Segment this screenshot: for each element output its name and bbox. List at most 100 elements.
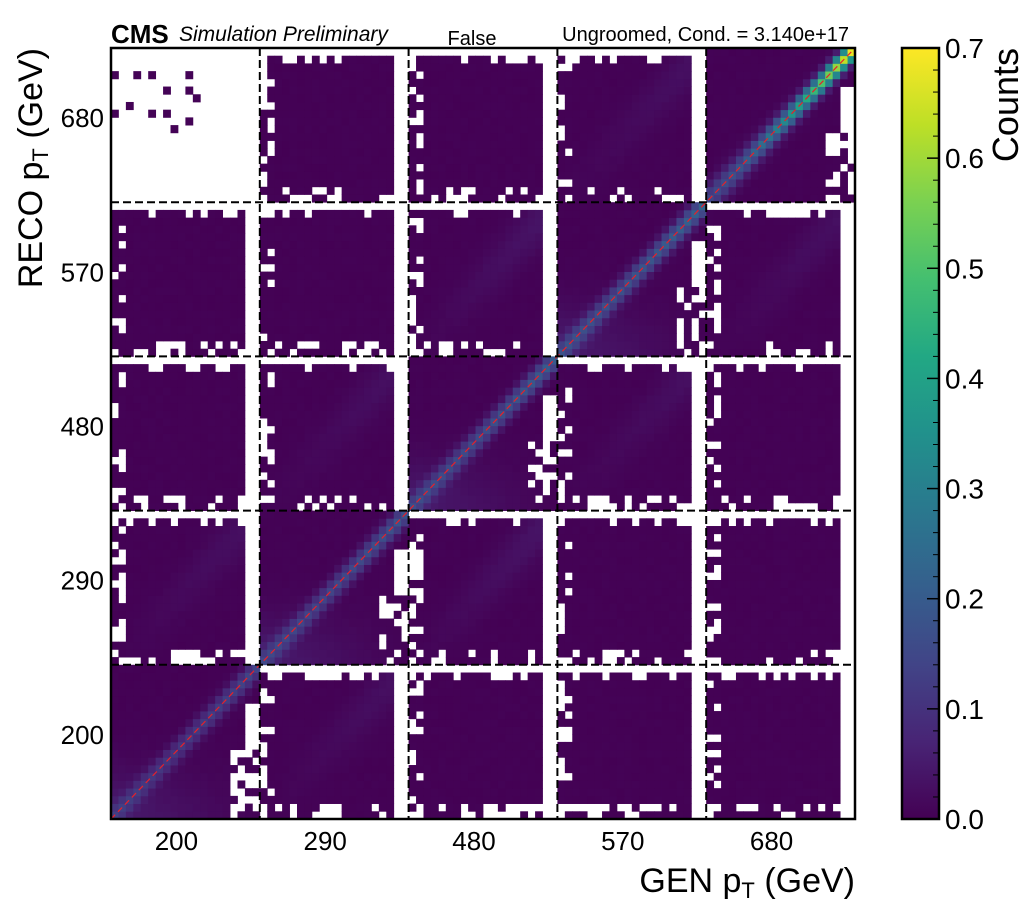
heatmap-cell [319, 287, 328, 296]
heatmap-cell [371, 741, 380, 751]
heatmap-cell [341, 71, 350, 80]
heatmap-cell [282, 425, 290, 434]
heatmap-cell [326, 132, 335, 141]
heatmap-cell [148, 772, 157, 781]
heatmap-cell [237, 333, 246, 342]
heatmap-cell [453, 140, 462, 149]
heatmap-cell [311, 579, 320, 589]
heatmap-cell [363, 495, 372, 504]
heatmap-cell [185, 664, 194, 673]
heatmap-cell [438, 294, 447, 303]
heatmap-cell [163, 425, 171, 434]
heatmap-cell [356, 456, 365, 465]
heatmap-cell [527, 279, 536, 288]
heatmap-cell [616, 718, 625, 727]
heatmap-cell [155, 317, 164, 326]
heatmap-cell [416, 333, 424, 342]
heatmap-cell [177, 526, 186, 535]
heatmap-cell [237, 379, 246, 388]
heatmap-cell [163, 711, 171, 720]
heatmap-cell [177, 456, 186, 465]
heatmap-cell [163, 749, 171, 758]
heatmap-cell [170, 703, 179, 712]
heatmap-cell [118, 757, 127, 766]
heatmap-cell [520, 518, 529, 527]
heatmap-cell [304, 394, 313, 404]
heatmap-cell [177, 464, 186, 473]
heatmap-cell [460, 63, 469, 72]
heatmap-cell [512, 549, 521, 558]
heatmap-cell [430, 317, 439, 326]
heatmap-cell [520, 279, 529, 288]
heatmap-cell [289, 618, 298, 627]
heatmap-cell [163, 672, 171, 681]
heatmap-cell [535, 63, 543, 72]
heatmap-cell [237, 209, 246, 219]
heatmap-cell [520, 155, 529, 165]
heatmap-cell [326, 317, 335, 326]
heatmap-cell [527, 541, 536, 550]
heatmap-cell [587, 757, 595, 766]
heatmap-cell [297, 587, 305, 596]
heatmap-cell [170, 448, 179, 458]
heatmap-cell [326, 780, 335, 789]
heatmap-cell [549, 371, 558, 380]
heatmap-cell [215, 379, 223, 388]
heatmap-cell [512, 364, 521, 373]
heatmap-cell [683, 741, 692, 751]
heatmap-cell [170, 595, 179, 604]
heatmap-cell [483, 533, 491, 542]
heatmap-cell [520, 402, 529, 411]
heatmap-cell [438, 394, 447, 404]
heatmap-cell [527, 734, 536, 743]
heatmap-cell [237, 410, 246, 419]
heatmap-cell [215, 371, 223, 380]
heatmap-cell [297, 394, 305, 404]
heatmap-cell [445, 325, 454, 334]
heatmap-cell [230, 741, 238, 751]
heatmap-cell [468, 472, 476, 481]
heatmap-cell [230, 711, 238, 720]
heatmap-cell [207, 587, 216, 596]
heatmap-cell [349, 55, 357, 64]
heatmap-cell [572, 711, 581, 720]
heatmap-cell [222, 633, 231, 643]
heatmap-cell [326, 71, 335, 80]
heatmap-cell [527, 302, 536, 311]
heatmap-cell [401, 641, 409, 650]
heatmap-cell [609, 757, 618, 766]
heatmap-cell [483, 549, 491, 558]
heatmap-cell [148, 279, 157, 288]
heatmap-cell [341, 610, 350, 619]
heatmap-cell [297, 495, 305, 504]
heatmap-cell [125, 310, 134, 319]
heatmap-cell [512, 633, 521, 643]
heatmap-cell [334, 757, 343, 766]
heatmap-cell [430, 680, 439, 689]
heatmap-cell [140, 209, 149, 219]
heatmap-cell [215, 387, 223, 396]
heatmap-cell [549, 495, 558, 504]
heatmap-cell [579, 703, 588, 712]
heatmap-cell [460, 618, 469, 627]
heatmap-cell [602, 633, 610, 643]
heatmap-cell [453, 86, 462, 95]
heatmap-cell [349, 302, 357, 311]
heatmap-cell [215, 271, 223, 280]
heatmap-cell [133, 572, 142, 581]
heatmap-cell [111, 240, 119, 249]
heatmap-cell [222, 333, 231, 342]
heatmap-cell [594, 749, 603, 758]
heatmap-cell [468, 233, 476, 242]
heatmap-cell [445, 441, 454, 450]
heatmap-cell [639, 703, 648, 712]
heatmap-cell [311, 433, 320, 442]
heatmap-cell [237, 579, 246, 589]
heatmap-cell [326, 765, 335, 774]
heatmap-cell [304, 579, 313, 589]
heatmap-cell [274, 657, 283, 666]
heatmap-cell [177, 233, 186, 242]
heatmap-cell [334, 155, 343, 165]
heatmap-cell [326, 464, 335, 473]
heatmap-cell [438, 333, 447, 342]
